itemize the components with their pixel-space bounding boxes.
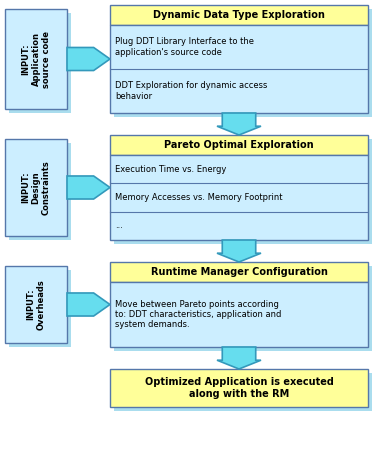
Bar: [110, 155, 368, 240]
Bar: [114, 266, 372, 351]
Text: Plug DDT Library Interface to the
application's source code: Plug DDT Library Interface to the applic…: [115, 37, 254, 57]
Bar: [9, 143, 71, 240]
Bar: [9, 13, 71, 113]
Text: Pareto Optimal Exploration: Pareto Optimal Exploration: [164, 140, 314, 150]
Bar: [5, 139, 67, 236]
Bar: [114, 373, 372, 411]
Bar: [110, 25, 368, 113]
Bar: [5, 266, 67, 343]
Polygon shape: [217, 240, 261, 262]
Text: DDT Exploration for dynamic access
behavior: DDT Exploration for dynamic access behav…: [115, 81, 267, 101]
Bar: [110, 135, 368, 155]
Text: INPUT:
Overheads: INPUT: Overheads: [26, 279, 46, 330]
Text: Memory Accesses vs. Memory Footprint: Memory Accesses vs. Memory Footprint: [115, 193, 282, 202]
Polygon shape: [67, 293, 110, 316]
Text: Dynamic Data Type Exploration: Dynamic Data Type Exploration: [153, 10, 325, 20]
Text: Optimized Application is executed
along with the RM: Optimized Application is executed along …: [144, 377, 333, 399]
Polygon shape: [217, 113, 261, 135]
Bar: [114, 9, 372, 117]
Text: Execution Time vs. Energy: Execution Time vs. Energy: [115, 165, 226, 174]
Text: Move between Pareto points according
to: DDT characteristics, application and
sy: Move between Pareto points according to:…: [115, 299, 281, 329]
Polygon shape: [67, 47, 110, 70]
Text: INPUT:
Application
source code: INPUT: Application source code: [21, 31, 51, 87]
Bar: [110, 5, 368, 25]
Bar: [110, 282, 368, 347]
Bar: [110, 262, 368, 282]
Bar: [5, 9, 67, 109]
Polygon shape: [217, 347, 261, 369]
Bar: [114, 139, 372, 244]
Bar: [9, 270, 71, 347]
Text: ...: ...: [115, 221, 123, 230]
Bar: [110, 369, 368, 407]
Text: INPUT:
Design
Constraints: INPUT: Design Constraints: [21, 160, 51, 215]
Polygon shape: [67, 176, 110, 199]
Text: Runtime Manager Configuration: Runtime Manager Configuration: [150, 267, 328, 277]
